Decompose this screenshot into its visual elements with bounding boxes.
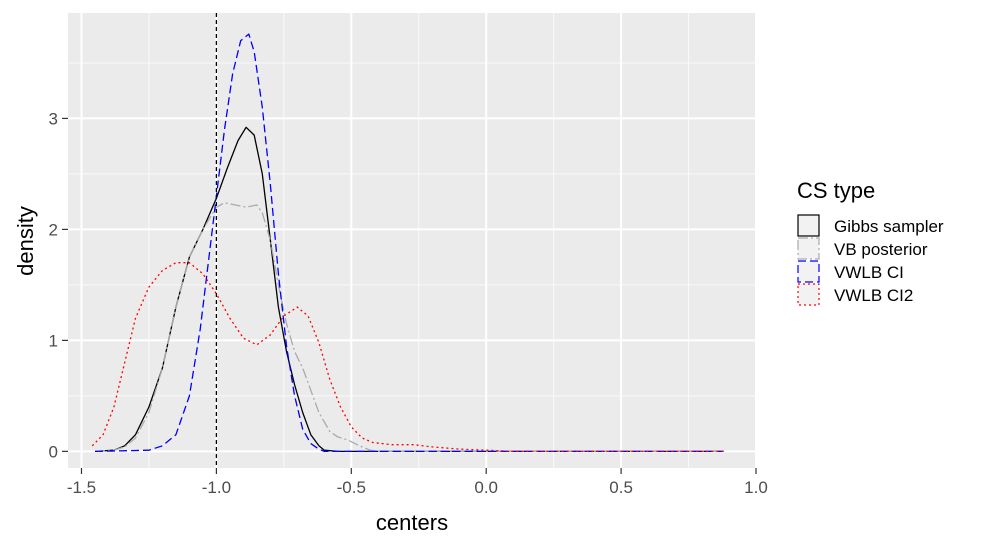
y-tick-label: 3 xyxy=(49,109,58,128)
x-tick-label: 0.5 xyxy=(609,478,633,497)
legend-title: CS type xyxy=(797,178,875,203)
major-gridlines xyxy=(68,13,757,468)
legend-label: VB posterior xyxy=(834,240,928,259)
series-line-gibbs-sampler xyxy=(94,126,724,453)
x-tick-label: 0.0 xyxy=(474,478,498,497)
series-line-vb-posterior xyxy=(94,202,724,453)
x-tick-label: 1.0 xyxy=(744,478,768,497)
series-line-vwlb-ci xyxy=(94,33,724,453)
legend-key xyxy=(797,237,820,260)
minor-gridlines xyxy=(68,13,756,468)
y-tick-label: 1 xyxy=(49,331,58,350)
axis-layer: -1.5 -1.0 -0.5 0.0 0.5 1.0 0 1 2 3 xyxy=(49,109,768,497)
series-layer xyxy=(91,33,724,453)
legend: CS type Gibbs sampler VB posterior VWLB CI… xyxy=(797,178,944,306)
y-tick-label: 2 xyxy=(49,220,58,239)
y-tick-label: 0 xyxy=(49,442,58,461)
legend-label: Gibbs sampler xyxy=(834,217,944,236)
legend-key xyxy=(797,214,820,237)
legend-label: VWLB CI2 xyxy=(834,286,913,305)
x-axis-title: centers xyxy=(376,510,448,535)
x-tick-label: -1.5 xyxy=(67,478,96,497)
x-tick-label: -0.5 xyxy=(337,478,366,497)
legend-key xyxy=(797,260,820,283)
y-axis-title: density xyxy=(13,206,38,276)
panel-background xyxy=(68,13,756,468)
series-line-vwlb-ci2 xyxy=(91,262,724,453)
x-tick-label: -1.0 xyxy=(202,478,231,497)
legend-label: VWLB CI xyxy=(834,263,904,282)
legend-key xyxy=(797,283,820,306)
